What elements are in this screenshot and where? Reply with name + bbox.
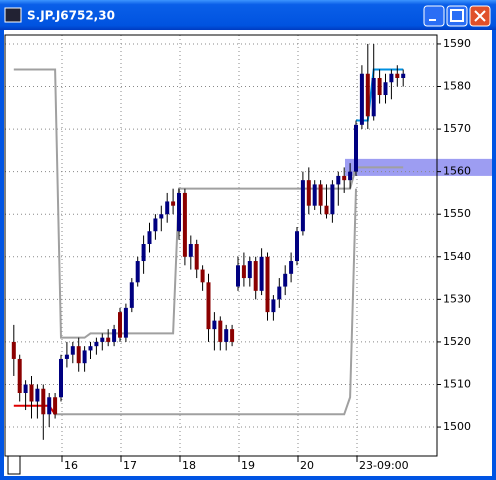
x-tick-label: 17 [123,459,137,472]
close-button[interactable] [469,5,491,27]
candle-body [312,184,317,206]
candle-body [23,384,28,393]
candle-body [218,320,223,342]
candle-body [300,180,305,232]
y-tick-label: 1530 [443,292,471,305]
title-bar [0,0,496,30]
candle-body [159,214,164,219]
candle-body [389,73,394,83]
candle-body [241,265,246,279]
candle-body [259,256,264,291]
candle-body [141,244,146,262]
candle-body [112,329,117,342]
window-icon[interactable] [4,7,22,23]
candle-body [59,358,63,398]
candle-body [295,231,299,262]
y-tick-label: 1520 [443,335,471,348]
candle-body [324,205,329,215]
candle-body [271,299,276,313]
overlay-line [55,188,357,416]
candle-body [123,307,128,338]
candle-body [76,346,81,364]
candle-body [206,282,211,330]
candle-body [354,124,358,172]
candle-body [53,397,58,415]
x-tick-label: 23-09:00 [359,459,409,472]
candle-body [147,231,152,245]
candle-body [165,201,170,215]
candle-body [224,329,229,342]
candle-body [318,184,323,206]
candle-body [135,261,140,283]
candle-body [336,175,341,185]
y-tick-label: 1590 [443,37,471,50]
candle-body [377,77,382,96]
window-title: S.JP.J6752,30 [27,9,115,23]
candle-body [64,354,69,359]
candle-body [330,184,335,215]
candle-body [29,384,34,402]
candle-body [253,261,258,291]
client-area [4,30,492,476]
maximize-button[interactable] [446,5,468,27]
y-tick-label: 1500 [443,420,471,433]
x-tick-label: 16 [64,459,78,472]
candle-body [41,388,46,415]
candle-body [177,192,181,232]
candle-body [306,180,311,206]
candle-body [383,82,388,96]
candle-body [348,171,353,181]
candle-body [365,73,370,117]
plot-frame [4,34,438,457]
candle-body [11,341,16,359]
candle-body [47,397,52,415]
candle-body [35,388,40,402]
candle-body [194,244,199,270]
candle-body [277,286,282,300]
y-tick-label: 1570 [443,122,471,135]
candle-body [283,273,288,287]
candle-body [118,312,122,338]
x-tick-label: 20 [300,459,314,472]
candle-body [106,337,111,342]
y-tick-label: 1560 [443,165,471,178]
x-tick-label: 19 [241,459,255,472]
minimize-button[interactable] [423,5,445,27]
candle-body [82,350,87,364]
candle-body [230,329,235,342]
candle-body [88,346,93,351]
candle-body [153,218,158,232]
candle-body [212,320,217,330]
candle-body [129,282,134,308]
candle-body [359,73,364,125]
candle-body [236,265,240,287]
candle-body [188,244,193,257]
candle-body [94,341,99,347]
y-tick-label: 1540 [443,250,471,263]
candle-body [265,256,270,313]
candle-body [401,73,406,78]
candle-body [342,175,347,181]
candle-body [200,269,205,283]
candle-body [171,201,176,206]
scroll-box[interactable] [7,455,21,475]
candle-body [371,77,376,117]
candle-body [395,73,400,78]
y-tick-label: 1510 [443,377,471,390]
candle-body [182,192,187,257]
candle-body [247,261,252,279]
y-tick-label: 1580 [443,80,471,93]
x-tick-label: 18 [182,459,196,472]
candle-body [289,261,294,274]
y-tick-label: 1550 [443,207,471,220]
candle-body [70,346,75,355]
candle-body [100,337,105,342]
candle-body [17,358,22,393]
